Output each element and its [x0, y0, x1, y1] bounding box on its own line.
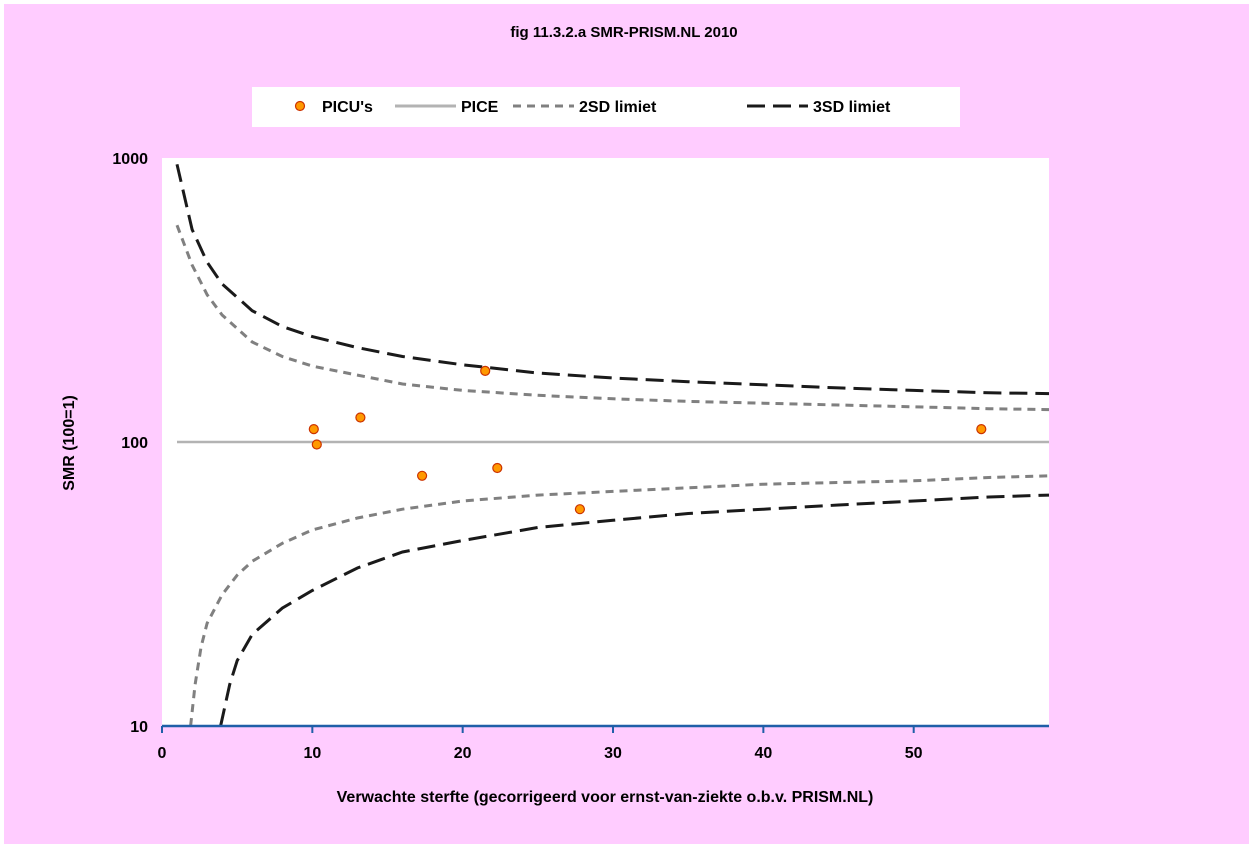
legend-marker-picus	[294, 100, 306, 112]
data-point	[417, 470, 428, 481]
x-axis-label: Verwachte sterfte (gecorrigeerd voor ern…	[337, 789, 874, 806]
legend-label-pice: PICE	[461, 99, 499, 116]
series-layer	[175, 163, 1050, 727]
series-line-3sd-limiet-lower	[219, 493, 1050, 727]
data-point	[574, 504, 586, 515]
y-ticks: 10 100 1000	[112, 151, 148, 736]
data-point	[976, 424, 987, 435]
legend: PICU's PICE 2SD limiet 3SD limiet	[252, 87, 960, 127]
x-tick-label: 40	[754, 745, 772, 762]
x-tick-label: 10	[303, 745, 321, 762]
data-point	[480, 365, 491, 376]
data-point	[308, 424, 319, 435]
chart-svg: fig 11.3.2.a SMR-PRISM.NL 2010 PICU's PI…	[61, 24, 1050, 806]
legend-label-2sd: 2SD limiet	[579, 99, 657, 116]
x-tick-label: 20	[454, 745, 472, 762]
chart-title: fig 11.3.2.a SMR-PRISM.NL 2010	[510, 24, 737, 41]
y-tick-label: 10	[130, 719, 148, 736]
y-axis-label: SMR (100=1)	[61, 395, 78, 491]
data-point	[355, 412, 366, 423]
legend-label-3sd: 3SD limiet	[813, 99, 891, 116]
y-tick-label: 1000	[112, 151, 148, 168]
legend-label-picus: PICU's	[322, 99, 373, 116]
x-tick-label: 30	[604, 745, 622, 762]
data-point	[492, 462, 503, 474]
x-tick-label: 0	[158, 745, 167, 762]
x-tick-label: 50	[905, 745, 923, 762]
series-line-2sd-limiet-upper	[175, 224, 1050, 412]
y-tick-label: 100	[121, 435, 148, 452]
legend-box	[252, 87, 960, 127]
chart-frame: fig 11.3.2.a SMR-PRISM.NL 2010 PICU's PI…	[4, 4, 1249, 844]
x-ticks: 0 10 20 30 40 50	[158, 726, 923, 762]
data-point	[311, 439, 322, 450]
